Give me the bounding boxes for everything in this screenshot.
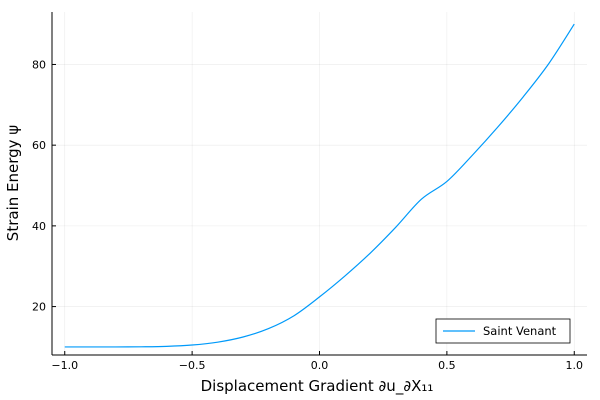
series-group <box>64 23 575 348</box>
y-tick-label: 20 <box>32 301 46 314</box>
x-tick-label: 0.5 <box>438 359 456 372</box>
grid-lines <box>52 12 587 355</box>
legend: Saint Venant <box>435 318 571 344</box>
x-ticks: −1.0 −0.5 0.0 0.5 1.0 <box>51 351 583 372</box>
y-tick-label: 40 <box>32 220 46 233</box>
x-axis-title: Displacement Gradient ∂u_∂X₁₁ <box>201 377 434 396</box>
series-line-saint-venant <box>64 23 575 348</box>
y-axis-title: Strain Energy ψ <box>4 125 22 241</box>
x-tick-label: 1.0 <box>566 359 584 372</box>
legend-series-label: Saint Venant <box>483 324 557 338</box>
y-tick-label: 60 <box>32 139 46 152</box>
y-tick-label: 80 <box>32 58 46 71</box>
y-ticks: 20 40 60 80 <box>32 58 56 314</box>
x-tick-label: 0.0 <box>311 359 329 372</box>
x-tick-label: −0.5 <box>179 359 206 372</box>
x-tick-label: −1.0 <box>51 359 78 372</box>
